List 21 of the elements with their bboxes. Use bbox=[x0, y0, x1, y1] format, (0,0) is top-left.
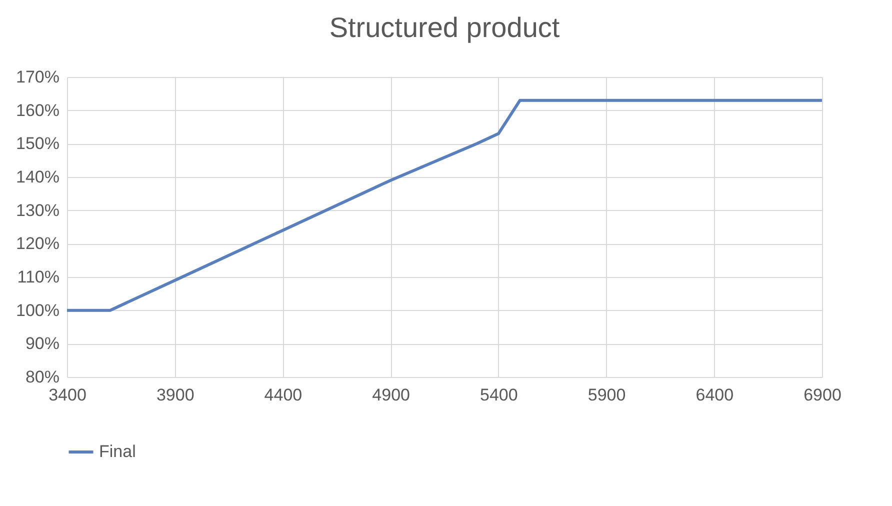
legend-label: Final bbox=[99, 442, 136, 461]
y-tick-label: 120% bbox=[16, 234, 60, 254]
x-tick-label: 6900 bbox=[804, 386, 842, 404]
y-tick-label: 150% bbox=[16, 134, 60, 154]
x-tick-label: 5900 bbox=[588, 386, 626, 404]
y-tick-label: 90% bbox=[25, 334, 60, 354]
x-tick-label: 4400 bbox=[264, 386, 302, 404]
y-tick-label: 170% bbox=[16, 68, 60, 86]
y-tick-label: 160% bbox=[16, 100, 60, 120]
x-tick-label: 6400 bbox=[696, 386, 734, 404]
y-tick-label: 100% bbox=[16, 300, 60, 320]
y-tick-label: 140% bbox=[16, 168, 60, 186]
x-tick-label: 3900 bbox=[156, 386, 194, 404]
line-series bbox=[66, 98, 824, 312]
y-tick-label: 80% bbox=[25, 368, 60, 386]
x-tick-label: 4900 bbox=[372, 386, 410, 404]
x-tick-label: 5400 bbox=[480, 386, 518, 404]
y-tick-label: 130% bbox=[16, 200, 60, 220]
y-tick-label: 110% bbox=[17, 268, 60, 286]
x-tick-label: 3400 bbox=[48, 386, 86, 404]
chart-title: Structured product bbox=[329, 12, 560, 43]
